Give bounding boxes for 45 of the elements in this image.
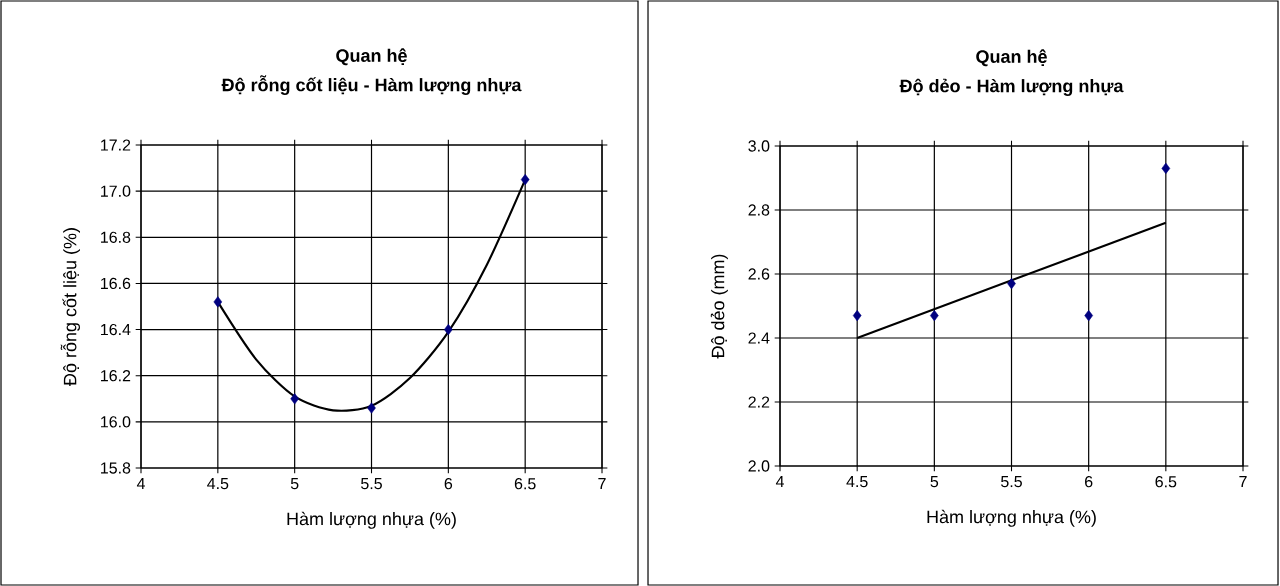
x-tick-label: 4 xyxy=(136,478,145,490)
x-tick-label: 5 xyxy=(290,478,299,490)
x-tick-label: 4 xyxy=(775,476,784,488)
y-tick-label: 17.0 xyxy=(101,185,131,197)
x-tick-label: 6.5 xyxy=(1155,476,1177,488)
y-axis-title: Độ rỗng cốt liệu (%) xyxy=(60,228,81,386)
x-axis-title: Hàm lượng nhựa (%) xyxy=(927,509,1096,527)
point xyxy=(290,393,299,405)
y-tick-label: 16.0 xyxy=(101,416,131,428)
y-tick-label: 16.2 xyxy=(101,370,131,382)
y-tick-label: 2.6 xyxy=(748,268,770,280)
x-tick-label: 5 xyxy=(930,476,939,488)
x-axis-title: Hàm lượng nhựa (%) xyxy=(287,511,456,529)
point xyxy=(930,310,939,322)
y-tick-label: 16.6 xyxy=(101,277,131,290)
x-tick-label: 5.5 xyxy=(1001,476,1022,488)
point xyxy=(367,402,376,414)
point xyxy=(1084,310,1093,322)
y-tick-label: 15.8 xyxy=(101,462,131,474)
x-tick-label: 6 xyxy=(444,478,453,490)
y-tick-label: 2.8 xyxy=(748,204,770,216)
x-tick-label: 7 xyxy=(598,478,606,490)
chart-title: Quan hệ xyxy=(976,49,1047,67)
x-tick-label: 7 xyxy=(1239,476,1247,488)
y-tick-label: 3.0 xyxy=(748,140,770,152)
y-tick-label: 2.4 xyxy=(748,332,770,344)
y-tick-label: 2.0 xyxy=(748,460,770,472)
y-tick-label: 16.8 xyxy=(101,231,131,243)
point xyxy=(520,174,530,186)
x-tick-label: 4.5 xyxy=(207,478,229,490)
point xyxy=(852,310,862,322)
x-tick-label: 6.5 xyxy=(514,478,536,490)
x-tick-label: 5.5 xyxy=(361,478,382,490)
point xyxy=(1007,278,1016,290)
x-tick-label: 6 xyxy=(1085,476,1093,488)
y-axis-title: Độ dẻo (mm) xyxy=(710,254,728,359)
point xyxy=(213,296,223,308)
x-tick-label: 4.5 xyxy=(846,476,868,488)
point xyxy=(1161,162,1171,174)
chart-title: Quan hệ xyxy=(336,48,407,66)
y-tick-label: 2.2 xyxy=(748,396,770,408)
y-tick-label: 16.4 xyxy=(101,323,131,336)
chart-subtitle: Độ dẻo - Hàm lượng nhựa xyxy=(899,78,1124,96)
chart-subtitle: Độ rỗng cốt liệu - Hàm lượng nhựa xyxy=(221,75,522,95)
y-tick-label: 17.2 xyxy=(101,139,131,151)
